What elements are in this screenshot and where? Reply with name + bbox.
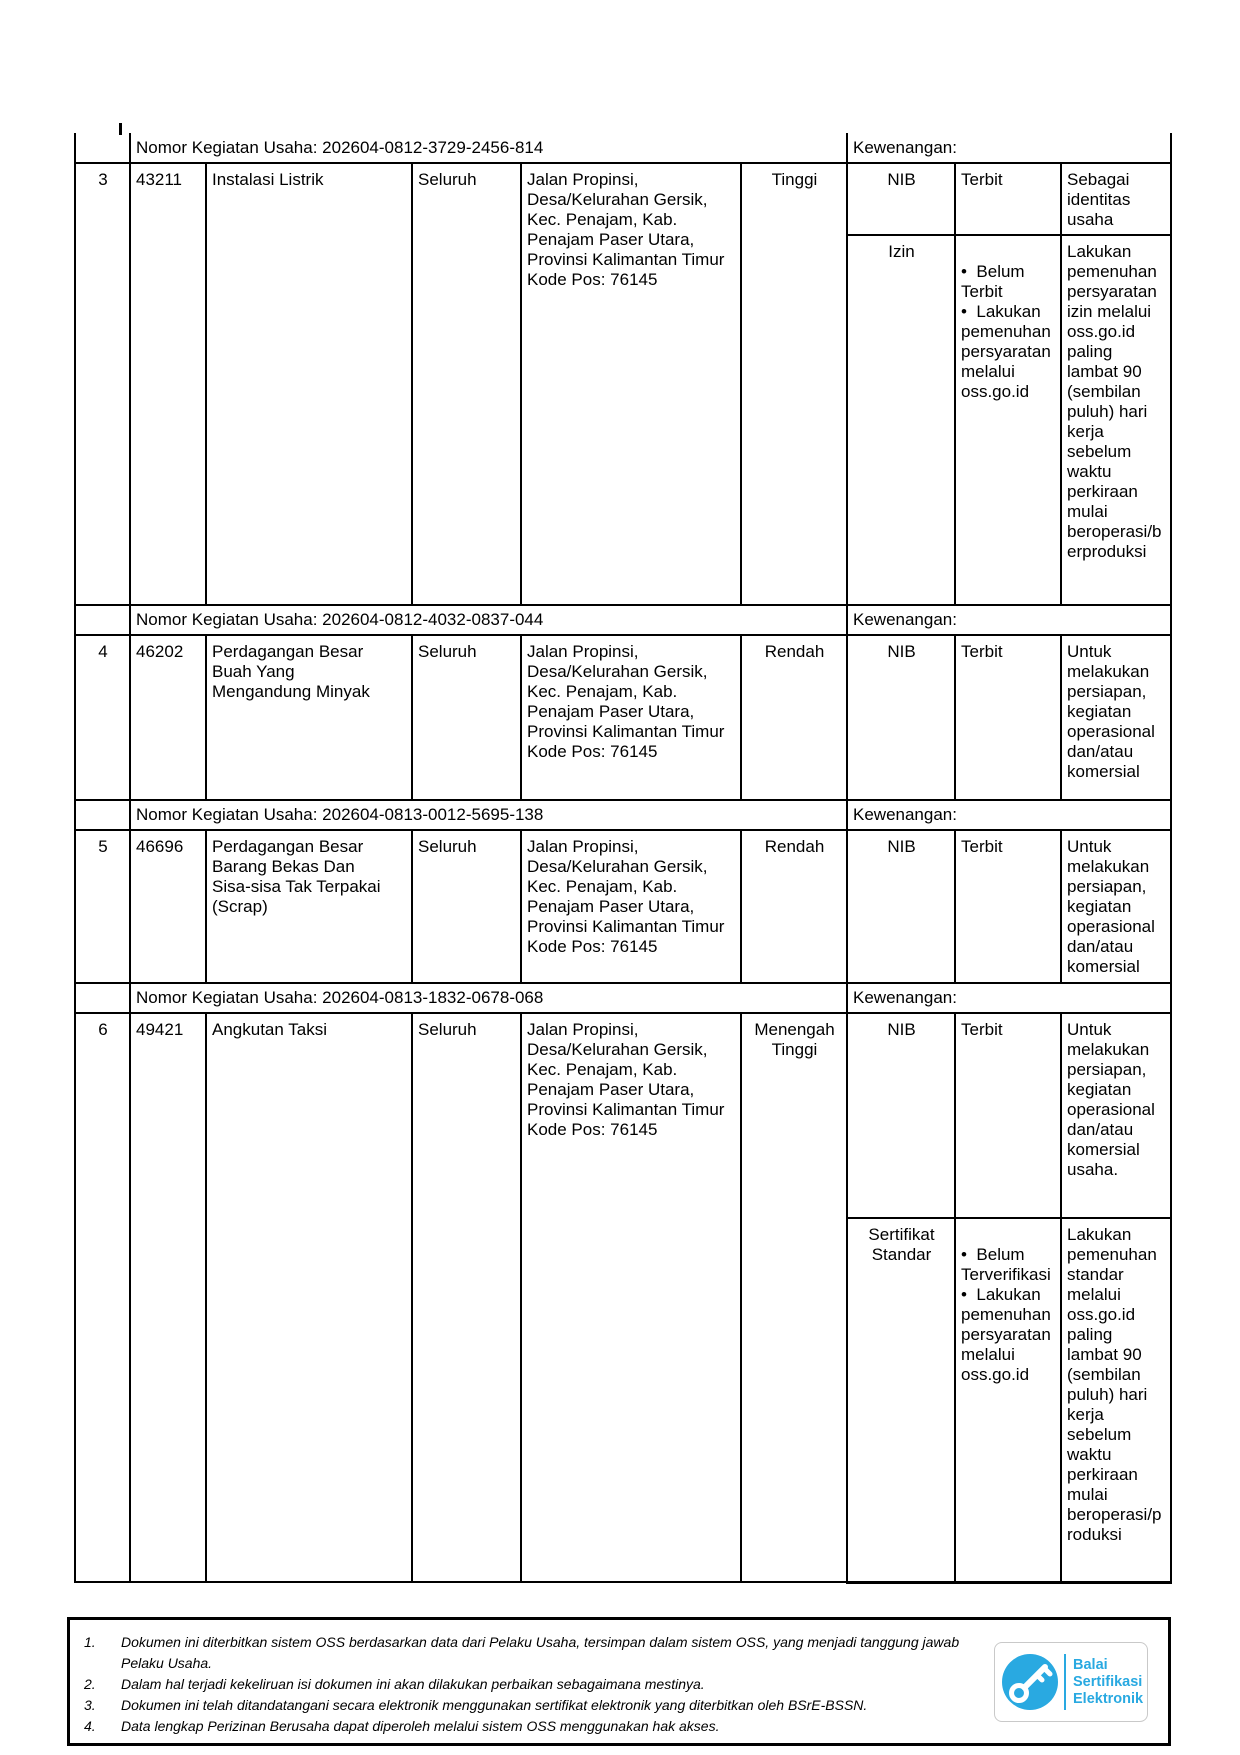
- nomor-kegiatan-band: Nomor Kegiatan Usaha: 202604-0812-3729-2…: [74, 133, 1172, 164]
- nomor-kegiatan-usaha-label: Nomor Kegiatan Usaha: 202604-0813-0012-5…: [129, 799, 848, 831]
- logo-line-3: Elektronik: [1073, 1690, 1144, 1707]
- row-number-cell: 5: [74, 829, 131, 984]
- jenis-perizinan-cell: Izin: [846, 234, 956, 606]
- nomor-kegiatan-band: Nomor Kegiatan Usaha: 202604-0812-4032-0…: [74, 604, 1172, 636]
- footer-note-text: Data lengkap Perizinan Berusaha dapat di…: [121, 1718, 720, 1734]
- kegiatan-usaha-table: Nomor Kegiatan Usaha: 202604-0812-3729-2…: [74, 133, 1172, 1584]
- jenis-perizinan-cell: NIB: [846, 829, 956, 984]
- status-perizinan-cell: Terbit: [954, 162, 1062, 236]
- kewenangan-label: Kewenangan:: [846, 799, 1172, 831]
- band-no-cell: [74, 604, 131, 636]
- table-row: 6 49421 Angkutan Taksi Seluruh Jalan Pro…: [74, 1012, 1172, 1583]
- lokasi-usaha-cell: Jalan Propinsi, Desa/Kelurahan Gersik, K…: [520, 829, 742, 984]
- status-bullet-list: • Belum Terverifikasi • Lakukan pemenuhan…: [961, 1245, 1051, 1384]
- status-bullet-list: • Belum Terbit • Lakukan pemenuhan persya…: [961, 262, 1051, 401]
- keterangan-cell: Untuk melakukan persiapan, kegiatan oper…: [1060, 1012, 1172, 1219]
- kbli-code-cell: 49421: [129, 1012, 207, 1583]
- table-row: Izin • Belum Terbit • Lakukan pemenuhan p…: [75, 234, 1172, 606]
- footer-note: 1. Dokumen ini diterbitkan sistem OSS be…: [70, 1632, 990, 1674]
- jenis-perizinan-cell: NIB: [846, 1012, 956, 1219]
- nama-usaha-cell: Perdagangan Besar Buah Yang Mengandung M…: [205, 634, 413, 801]
- tingkat-risiko-cell: Rendah: [740, 634, 848, 801]
- row-number-cell: 6: [74, 1012, 131, 1583]
- cakupan-cell: Seluruh: [411, 634, 522, 801]
- footer-note-text: Dokumen ini diterbitkan sistem OSS berda…: [121, 1634, 960, 1671]
- cakupan-cell: Seluruh: [411, 162, 522, 606]
- jenis-perizinan-cell: NIB: [846, 634, 956, 801]
- kbli-code-cell: 46202: [129, 634, 207, 801]
- lokasi-usaha-cell: Jalan Propinsi, Desa/Kelurahan Gersik, K…: [520, 162, 742, 606]
- tingkat-risiko-cell: Tinggi: [740, 162, 848, 606]
- band-no-cell: [74, 133, 131, 164]
- nama-usaha-cell: Perdagangan Besar Barang Bekas Dan Sisa-…: [205, 829, 413, 984]
- kewenangan-label: Kewenangan:: [846, 982, 1172, 1014]
- status-perizinan-cell: • Belum Terverifikasi • Lakukan pemenuhan…: [954, 1217, 1062, 1584]
- table-row: Sertifikat Standar • Belum Terverifikasi…: [75, 1217, 1172, 1584]
- kewenangan-label: Kewenangan:: [846, 133, 1172, 164]
- table-row: 4 46202 Perdagangan Besar Buah Yang Meng…: [74, 634, 1172, 801]
- keterangan-cell: Untuk melakukan persiapan, kegiatan oper…: [1060, 634, 1172, 801]
- footer-note: 2. Dalam hal terjadi kekeliruan isi doku…: [70, 1674, 990, 1695]
- jenis-perizinan-cell: NIB: [846, 162, 956, 236]
- table-row: 5 46696 Perdagangan Besar Barang Bekas D…: [74, 829, 1172, 984]
- footer-note: 4. Data lengkap Perizinan Berusaha dapat…: [70, 1716, 990, 1737]
- cakupan-cell: Seluruh: [411, 1012, 522, 1583]
- nama-usaha-cell: Angkutan Taksi: [205, 1012, 413, 1583]
- keterangan-cell: Untuk melakukan persiapan, kegiatan oper…: [1060, 829, 1172, 984]
- jenis-perizinan-cell: Sertifikat Standar: [846, 1217, 956, 1584]
- lokasi-usaha-cell: Jalan Propinsi, Desa/Kelurahan Gersik, K…: [520, 1012, 742, 1583]
- kewenangan-label: Kewenangan:: [846, 604, 1172, 636]
- status-perizinan-cell: Terbit: [954, 634, 1062, 801]
- nomor-kegiatan-usaha-label: Nomor Kegiatan Usaha: 202604-0812-3729-2…: [129, 133, 848, 164]
- status-perizinan-cell: • Belum Terbit • Lakukan pemenuhan persya…: [954, 234, 1062, 606]
- footer-note: 3. Dokumen ini telah ditandatangani seca…: [70, 1695, 990, 1716]
- lokasi-usaha-cell: Jalan Propinsi, Desa/Kelurahan Gersik, K…: [520, 634, 742, 801]
- status-perizinan-cell: Terbit: [954, 1012, 1062, 1219]
- keterangan-cell: Lakukan pemenuhan persyaratan izin melal…: [1060, 234, 1172, 606]
- logo-line-1: Balai: [1073, 1656, 1108, 1673]
- keterangan-cell: Sebagai identitas usaha: [1060, 162, 1172, 236]
- bsre-logo: Balai Sertifikasi Elektronik: [994, 1642, 1148, 1722]
- logo-line-2: Sertifikasi: [1073, 1673, 1143, 1690]
- page-break-line-stub: [119, 123, 122, 135]
- key-icon: [1002, 1654, 1058, 1710]
- footer-note-number: 1.: [84, 1634, 96, 1650]
- tingkat-risiko-cell: Rendah: [740, 829, 848, 984]
- row-number-cell: 3: [74, 162, 131, 606]
- band-no-cell: [74, 982, 131, 1014]
- table-row: 3 43211 Instalasi Listrik Seluruh Jalan …: [74, 162, 1172, 606]
- logo-divider: [1064, 1654, 1066, 1710]
- kbli-code-cell: 46696: [129, 829, 207, 984]
- footer-note-number: 3.: [84, 1697, 96, 1713]
- nomor-kegiatan-band: Nomor Kegiatan Usaha: 202604-0813-1832-0…: [74, 982, 1172, 1014]
- cakupan-cell: Seluruh: [411, 829, 522, 984]
- footer-note-number: 2.: [84, 1676, 96, 1692]
- logo-wordmark: Balai Sertifikasi Elektronik: [1073, 1657, 1143, 1708]
- footer-note-text: Dokumen ini telah ditandatangani secara …: [121, 1697, 868, 1713]
- footer-notes-box: 1. Dokumen ini diterbitkan sistem OSS be…: [67, 1617, 1171, 1746]
- tingkat-risiko-cell: Menengah Tinggi: [740, 1012, 848, 1583]
- status-perizinan-cell: Terbit: [954, 829, 1062, 984]
- band-no-cell: [74, 799, 131, 831]
- footer-note-number: 4.: [84, 1718, 96, 1734]
- footer-notes-list: 1. Dokumen ini diterbitkan sistem OSS be…: [70, 1632, 990, 1737]
- footer-note-text: Dalam hal terjadi kekeliruan isi dokumen…: [121, 1676, 705, 1692]
- row-number-cell: 4: [74, 634, 131, 801]
- nomor-kegiatan-usaha-label: Nomor Kegiatan Usaha: 202604-0813-1832-0…: [129, 982, 848, 1014]
- nomor-kegiatan-usaha-label: Nomor Kegiatan Usaha: 202604-0812-4032-0…: [129, 604, 848, 636]
- nomor-kegiatan-band: Nomor Kegiatan Usaha: 202604-0813-0012-5…: [74, 799, 1172, 831]
- keterangan-cell: Lakukan pemenuhan standar melalui oss.go…: [1060, 1217, 1172, 1584]
- nama-usaha-cell: Instalasi Listrik: [205, 162, 413, 606]
- kbli-code-cell: 43211: [129, 162, 207, 606]
